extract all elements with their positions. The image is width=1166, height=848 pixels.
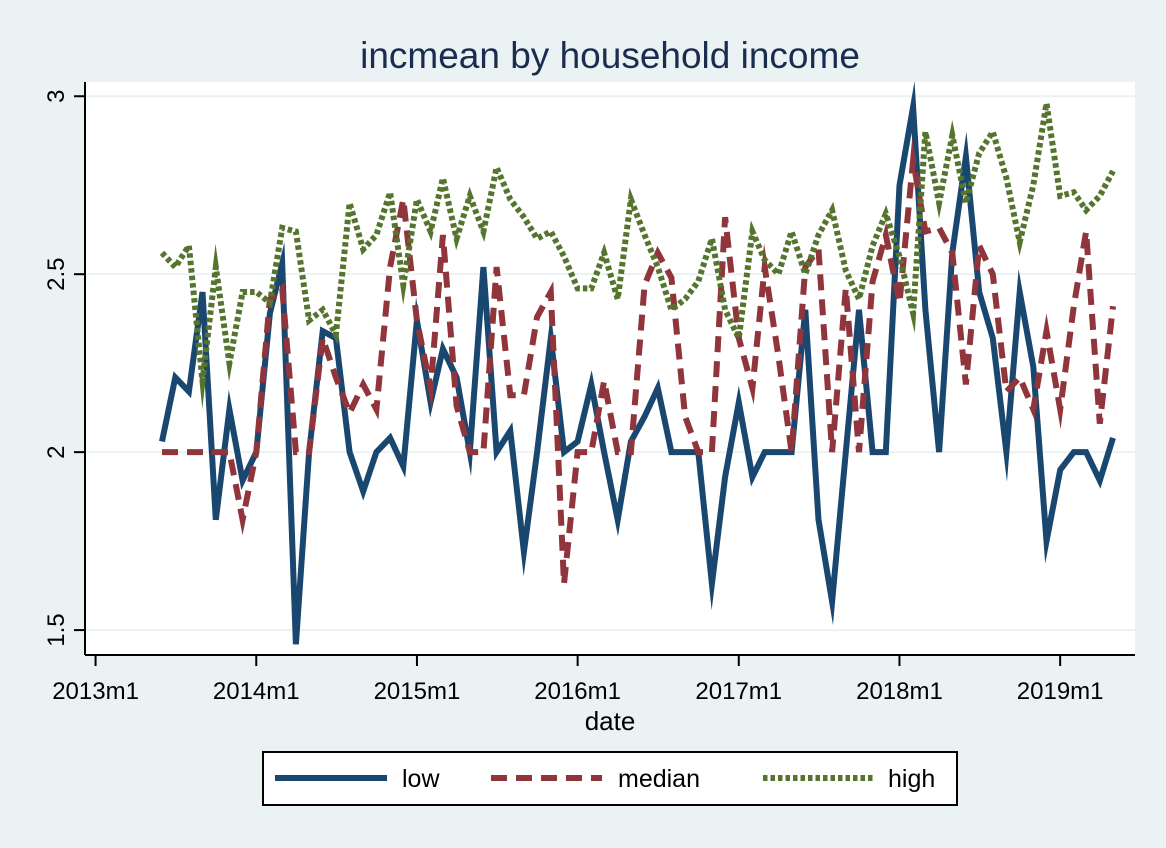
y-tick-label: 2: [43, 445, 70, 458]
x-tick-label: 2013m1: [52, 678, 139, 705]
y-tick-label: 3: [43, 90, 70, 103]
series-layer: [159, 81, 1116, 645]
x-tick-label: 2015m1: [374, 678, 461, 705]
x-tick-label: 2019m1: [1017, 678, 1104, 705]
x-tick-label: 2018m1: [856, 678, 943, 705]
x-tick-label: 2014m1: [213, 678, 300, 705]
chart-title: incmean by household income: [360, 35, 860, 76]
y-tick-label: 1.5: [43, 613, 70, 646]
series-median: [162, 137, 1116, 585]
legend: low median high: [262, 751, 958, 806]
x-axis: 2013m1 2014m1 2015m1 2016m1 2017m1 2018m1 2019…: [52, 654, 1135, 705]
x-axis-label: date: [585, 706, 636, 736]
series-high: [159, 83, 1116, 409]
x-tick-label: 2017m1: [695, 678, 782, 705]
y-axis: 1.5 2 2.5 3: [43, 82, 86, 655]
legend-label-high: high: [888, 765, 935, 793]
x-tick-label: 2016m1: [534, 678, 621, 705]
legend-label-low: low: [402, 765, 440, 793]
y-tick-label: 2.5: [43, 257, 70, 290]
legend-label-median: median: [618, 765, 700, 793]
